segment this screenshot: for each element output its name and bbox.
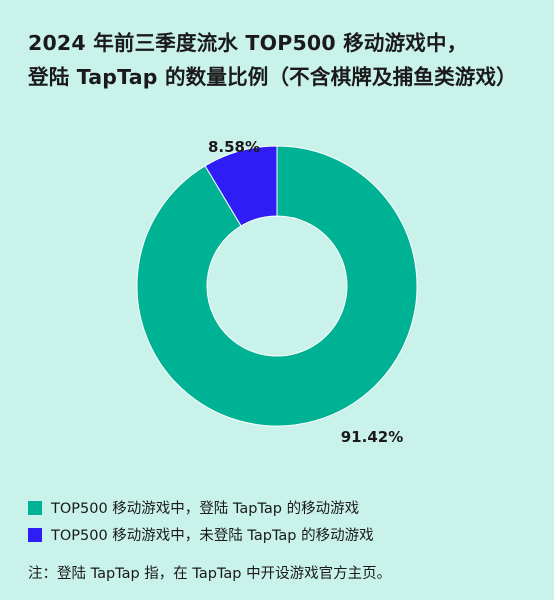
data-label-not-listed: 8.58% bbox=[208, 138, 260, 156]
chart-title-line-1: 2024 年前三季度流水 TOP500 移动游戏中， bbox=[28, 31, 468, 55]
data-label-listed: 91.42% bbox=[341, 428, 403, 446]
legend-label-listed: TOP500 移动游戏中，登陆 TapTap 的移动游戏 bbox=[51, 501, 360, 517]
legend-swatch-listed bbox=[28, 500, 42, 515]
slice-listed bbox=[136, 145, 418, 427]
legend-label-not-listed: TOP500 移动游戏中，未登陆 TapTap 的移动游戏 bbox=[51, 528, 374, 544]
chart-title: 2024 年前三季度流水 TOP500 移动游戏中， 登陆 TapTap 的数量… bbox=[28, 26, 538, 94]
legend-item-listed: TOP500 移动游戏中，登陆 TapTap 的移动游戏 bbox=[28, 494, 538, 521]
legend-item-not-listed: TOP500 移动游戏中，未登陆 TapTap 的移动游戏 bbox=[28, 521, 538, 548]
slice-not-listed bbox=[204, 145, 278, 227]
legend-swatch-not-listed bbox=[28, 527, 42, 542]
donut-chart: 91.42% 8.58% bbox=[136, 138, 418, 446]
footnote: 注：登陆 TapTap 指，在 TapTap 中开设游戏官方主页。 bbox=[28, 566, 392, 582]
legend: TOP500 移动游戏中，登陆 TapTap 的移动游戏 TOP500 移动游戏… bbox=[28, 494, 538, 548]
chart-title-line-2: 登陆 TapTap 的数量比例（不含棋牌及捕鱼类游戏） bbox=[28, 65, 517, 89]
